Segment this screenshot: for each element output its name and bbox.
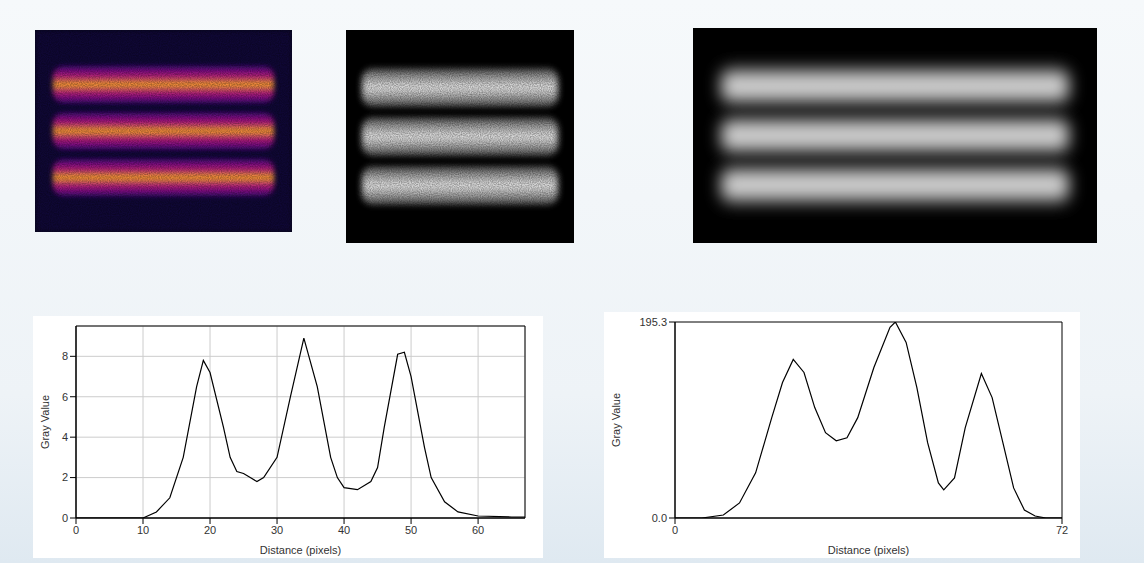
svg-text:Gray Value: Gray Value [39,395,51,449]
svg-text:195.3: 195.3 [639,316,667,328]
svg-text:4: 4 [62,431,68,443]
svg-text:Gray Value: Gray Value [610,393,622,447]
svg-text:60: 60 [472,524,484,536]
svg-text:50: 50 [405,524,417,536]
svg-text:Distance (pixels): Distance (pixels) [260,544,341,556]
svg-text:0: 0 [73,524,79,536]
svg-text:40: 40 [338,524,350,536]
svg-text:30: 30 [271,524,283,536]
svg-text:6: 6 [62,391,68,403]
svg-text:0: 0 [672,524,678,536]
svg-text:0: 0 [62,512,68,524]
svg-text:20: 20 [204,524,216,536]
svg-text:8: 8 [62,350,68,362]
svg-text:72: 72 [1056,524,1068,536]
svg-text:0.0: 0.0 [652,512,667,524]
svg-text:2: 2 [62,471,68,483]
svg-text:10: 10 [137,524,149,536]
svg-text:Distance (pixels): Distance (pixels) [828,544,909,556]
